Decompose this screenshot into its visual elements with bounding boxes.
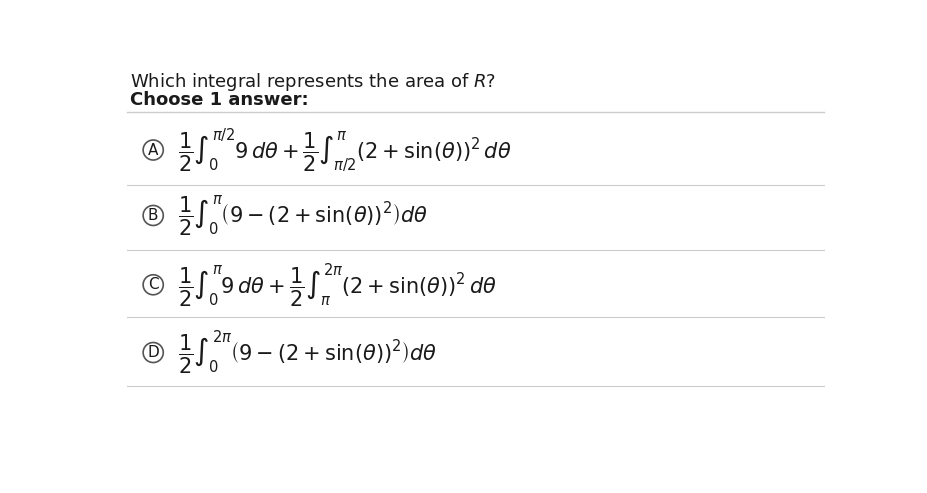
Text: D: D bbox=[147, 345, 159, 360]
Text: $\dfrac{1}{2}\int_{0}^{\pi} 9\, d\theta + \dfrac{1}{2}\int_{\pi}^{2\pi} (2+\sin(: $\dfrac{1}{2}\int_{0}^{\pi} 9\, d\theta … bbox=[178, 261, 496, 309]
Text: B: B bbox=[147, 208, 159, 223]
Text: $\dfrac{1}{2}\int_{0}^{\pi} \left(9 - (2+\sin(\theta))^2\right) d\theta$: $\dfrac{1}{2}\int_{0}^{\pi} \left(9 - (2… bbox=[178, 193, 427, 238]
Text: C: C bbox=[147, 277, 159, 292]
Text: $\dfrac{1}{2}\int_{0}^{\pi/2} 9\, d\theta + \dfrac{1}{2}\int_{\pi/2}^{\pi} (2+\s: $\dfrac{1}{2}\int_{0}^{\pi/2} 9\, d\thet… bbox=[178, 126, 511, 174]
Text: Choose 1 answer:: Choose 1 answer: bbox=[130, 91, 309, 109]
Text: $\dfrac{1}{2}\int_{0}^{2\pi} \left(9 - (2+\sin(\theta))^2\right) d\theta$: $\dfrac{1}{2}\int_{0}^{2\pi} \left(9 - (… bbox=[178, 328, 437, 377]
Text: A: A bbox=[147, 142, 159, 158]
Text: Which integral represents the area of $R$?: Which integral represents the area of $R… bbox=[130, 70, 496, 93]
